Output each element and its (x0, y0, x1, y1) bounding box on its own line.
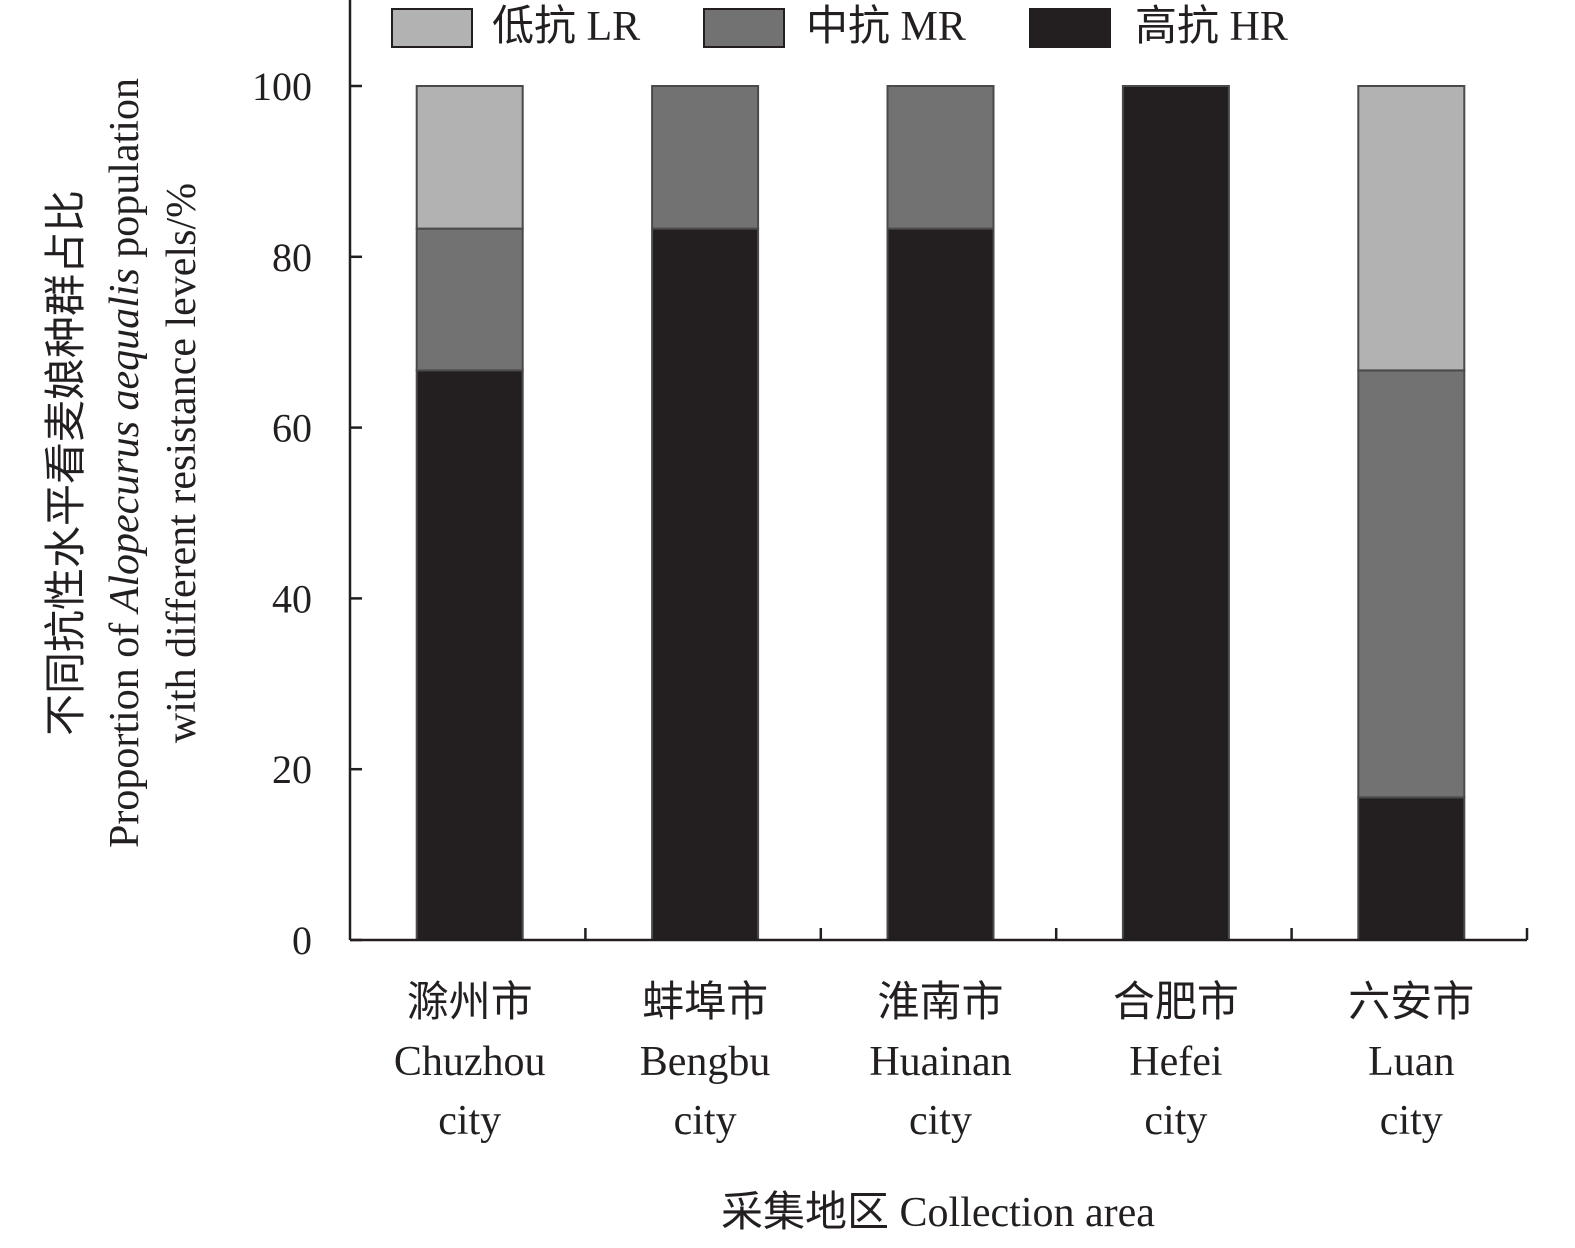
y-tick-label: 40 (272, 576, 312, 621)
bar-segment (651, 85, 760, 230)
x-category-label: 淮南市 Huainan city (869, 979, 1011, 1144)
bar-segment (886, 227, 995, 942)
y-axis-title-line: with different resistance levels/% (159, 183, 205, 743)
legend-item: 高抗 HR (1029, 3, 1288, 50)
bar-stack (1121, 85, 1230, 941)
axes (348, 0, 1529, 942)
y-axis-title-line: 不同抗性水平看麦娘种群占比 (43, 190, 90, 736)
bar-segment (651, 227, 760, 942)
y-axis-title: 不同抗性水平看麦娘种群占比 Proportion of Alopecurus ae… (43, 78, 205, 848)
bar-segment (415, 227, 524, 372)
bar-stack (1357, 85, 1466, 942)
x-category-label: 六安市 Luan city (1348, 979, 1474, 1144)
y-tick-label: 0 (292, 918, 312, 963)
x-axis-categories: 滁州市 Chuzhou city 蚌埠市 Bengbu city 淮南市 Huainan cit… (394, 979, 1474, 1144)
legend-label: 低抗 LR (492, 3, 640, 50)
y-tick-label: 60 (272, 406, 312, 451)
bar-segment (1357, 85, 1466, 372)
x-category-label: 蚌埠市 Bengbu city (640, 979, 771, 1144)
legend-label: 中抗 MR (806, 3, 966, 50)
legend-swatch (1029, 8, 1111, 48)
x-category-label: 合肥市 Hefei city (1113, 979, 1239, 1144)
legend-label: 高抗 HR (1135, 3, 1288, 50)
bar-segment (1357, 796, 1466, 942)
bar-stack (415, 85, 524, 941)
legend-item: 低抗 LR (391, 3, 640, 50)
y-tick-label: 20 (272, 747, 312, 792)
x-axis-title: 采集地区 Collection area (721, 1190, 1155, 1236)
y-axis-ticks: 0 20 40 60 80 100 (252, 64, 362, 963)
bar-segment (415, 369, 524, 941)
bar-stack (651, 85, 760, 942)
bars (415, 85, 1466, 942)
bar-segment (1357, 369, 1466, 799)
legend: 低抗 LR 中抗 MR 高抗 HR (391, 3, 1288, 50)
legend-item: 中抗 MR (703, 3, 966, 50)
legend-swatch (703, 8, 785, 48)
bar-segment (886, 85, 995, 230)
bar-stack (886, 85, 995, 942)
bar-segment (1121, 85, 1230, 941)
y-tick-label: 80 (272, 235, 312, 280)
x-category-label: 滁州市 Chuzhou city (394, 979, 546, 1144)
y-tick-label: 100 (252, 64, 312, 109)
y-axis-title-line: Proportion of Alopecurus aequalis popula… (102, 78, 148, 848)
legend-swatch (391, 8, 473, 48)
bar-segment (415, 85, 524, 230)
